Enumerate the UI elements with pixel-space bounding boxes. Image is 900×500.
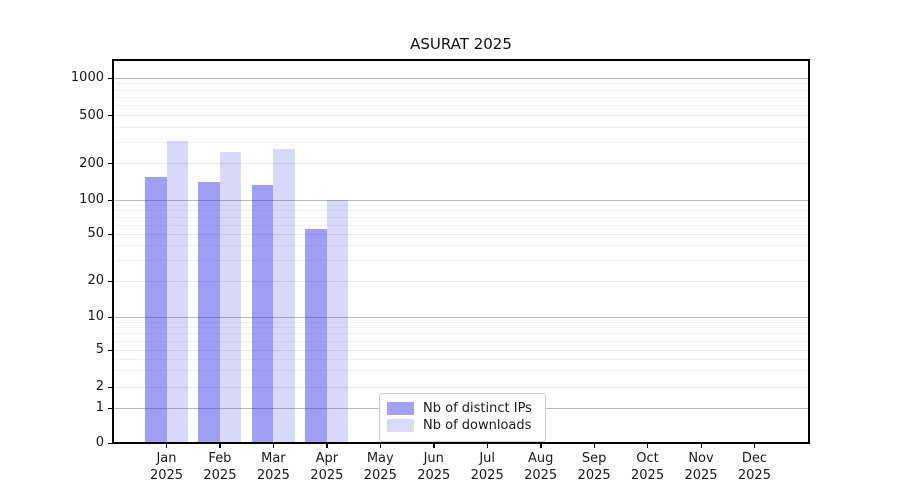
gridline <box>114 83 808 85</box>
bar-distinct-ips <box>305 229 327 442</box>
bar-downloads <box>326 200 349 442</box>
x-tick-label: Mar 2025 <box>256 451 290 483</box>
gridline <box>114 204 808 206</box>
x-tick-mark <box>700 444 702 448</box>
x-tick-mark <box>540 444 542 448</box>
gridline <box>114 224 808 226</box>
y-tick-label: 500 <box>79 107 104 123</box>
y-tick-label: 1 <box>95 400 104 415</box>
x-tick-label: Oct 2025 <box>631 451 665 483</box>
gridline <box>114 316 808 318</box>
y-tick-mark <box>108 163 112 165</box>
legend-swatch <box>387 419 414 432</box>
y-tick-label: 50 <box>87 226 104 241</box>
y-tick-label: 1000 <box>70 70 104 85</box>
legend-swatch <box>387 402 414 415</box>
y-tick-mark <box>108 280 112 282</box>
bar-downloads <box>219 151 242 442</box>
gridline <box>114 233 808 235</box>
x-tick-label: Jul 2025 <box>470 451 504 483</box>
y-tick-label: 20 <box>87 273 104 288</box>
x-tick-mark <box>433 444 435 448</box>
gridline <box>114 163 808 164</box>
gridline <box>114 259 808 261</box>
y-tick-label: 200 <box>79 155 104 171</box>
x-tick-mark <box>166 444 168 448</box>
gridline <box>114 216 808 218</box>
y-tick-mark <box>108 349 112 351</box>
y-tick-mark <box>108 386 112 388</box>
x-tick-label: Aug 2025 <box>524 451 558 483</box>
gridline <box>114 210 808 212</box>
chart-title: ASURAT 2025 <box>410 35 512 53</box>
x-tick-mark <box>219 444 221 448</box>
x-tick-mark <box>593 444 595 448</box>
x-tick-mark <box>647 444 649 448</box>
bar-downloads <box>273 148 295 442</box>
x-tick-label: Dec 2025 <box>737 451 771 483</box>
gridline <box>114 244 808 246</box>
x-tick-mark <box>486 444 489 448</box>
gridline <box>114 349 808 351</box>
gridline <box>114 327 808 329</box>
gridline <box>114 115 808 116</box>
gridline <box>114 141 808 143</box>
x-tick-mark <box>326 444 328 448</box>
y-tick-mark <box>108 77 112 79</box>
gridline <box>114 96 808 98</box>
gridline <box>114 280 808 282</box>
x-tick-label: Sep 2025 <box>577 451 611 483</box>
legend-label: Nb of downloads <box>423 418 532 433</box>
x-tick-label: May 2025 <box>363 451 397 483</box>
bar-downloads <box>166 140 188 442</box>
gridline <box>114 89 808 91</box>
gridline <box>114 199 808 201</box>
y-tick-label: 5 <box>95 342 104 357</box>
gridline <box>114 358 808 360</box>
x-tick-mark <box>379 444 382 448</box>
gridline <box>114 321 808 323</box>
gridline <box>114 333 808 335</box>
x-tick-mark <box>753 444 756 448</box>
bar-distinct-ips <box>145 176 167 442</box>
x-tick-label: Nov 2025 <box>684 451 718 483</box>
gridline <box>114 105 808 107</box>
y-tick-label: 100 <box>79 192 104 207</box>
gridline <box>114 126 808 128</box>
y-tick-mark <box>108 442 112 444</box>
y-tick-mark <box>108 407 112 409</box>
legend-item: Nb of distinct IPs <box>387 401 536 416</box>
bar-distinct-ips <box>198 182 220 442</box>
x-tick-label: Feb 2025 <box>203 451 237 483</box>
y-tick-label: 0 <box>95 435 104 450</box>
y-tick-label: 10 <box>87 309 104 324</box>
y-tick-mark <box>108 316 112 318</box>
legend-item: Nb of downloads <box>387 418 536 433</box>
y-tick-mark <box>108 233 112 235</box>
y-tick-label: 2 <box>95 379 104 394</box>
x-tick-label: Jun 2025 <box>417 451 451 483</box>
legend-label: Nb of distinct IPs <box>423 401 532 416</box>
gridline <box>114 386 808 388</box>
y-tick-mark <box>108 199 112 201</box>
y-tick-mark <box>108 115 112 117</box>
gridline <box>114 370 808 372</box>
bar-distinct-ips <box>251 184 274 442</box>
gridline <box>114 340 808 342</box>
x-tick-mark <box>272 444 275 448</box>
gridline <box>114 77 808 79</box>
x-tick-label: Apr 2025 <box>310 451 344 483</box>
x-tick-label: Jan 2025 <box>149 451 184 483</box>
legend: Nb of distinct IPs Nb of downloads <box>379 393 546 442</box>
